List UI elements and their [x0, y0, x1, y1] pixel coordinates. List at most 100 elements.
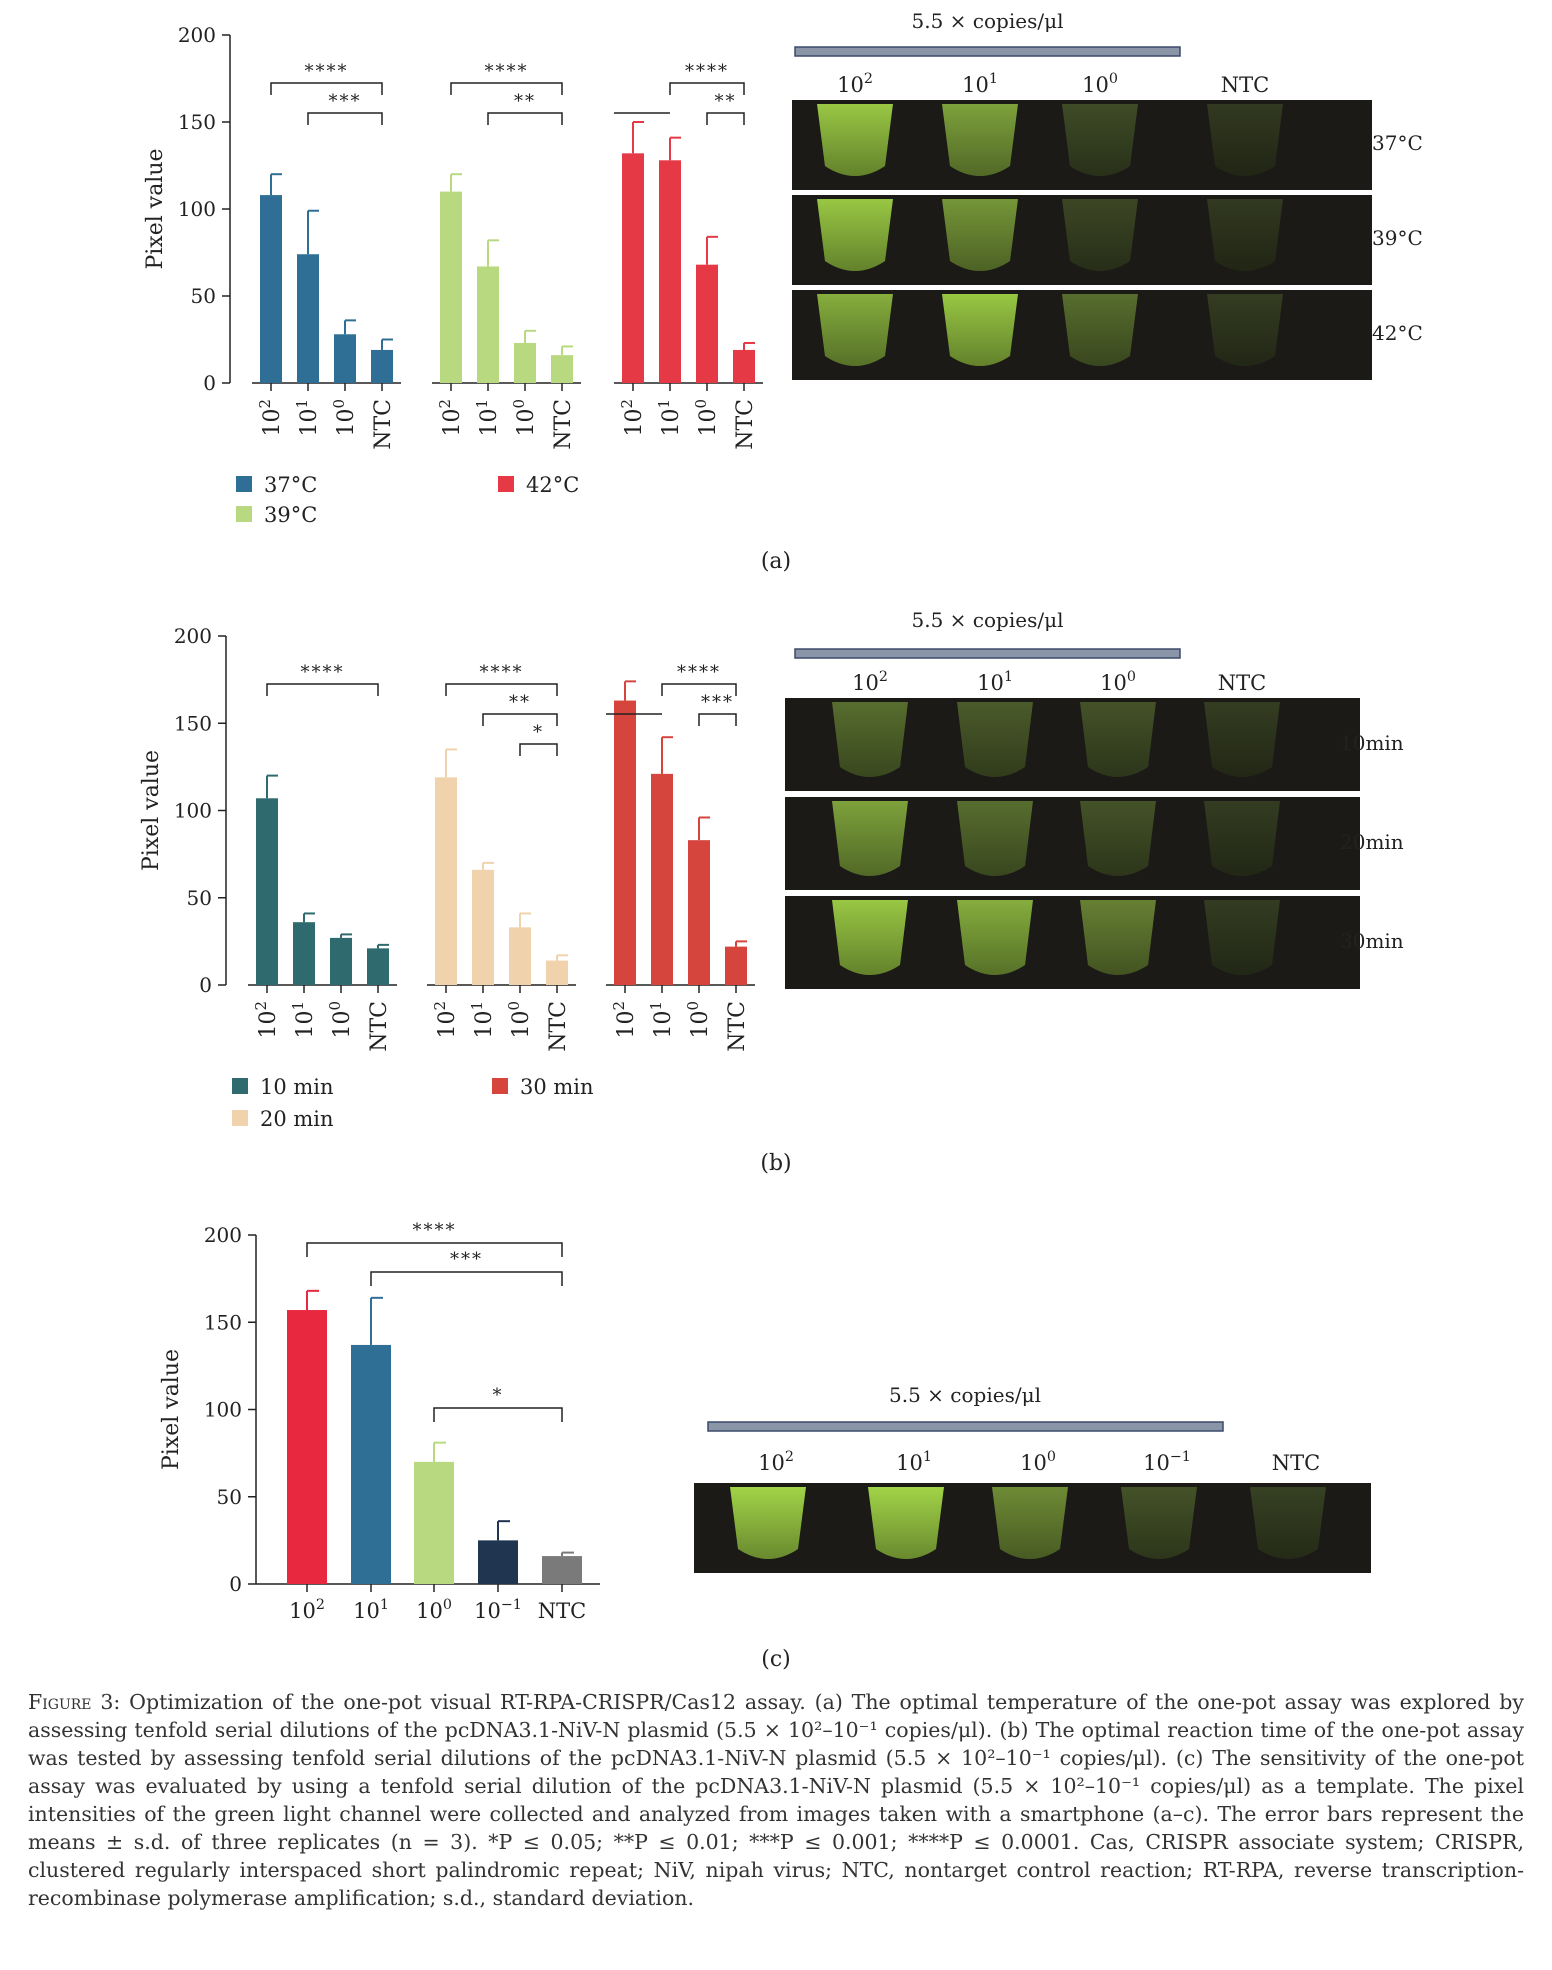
significance-bracket: **** — [266, 662, 379, 696]
significance-label: *** — [701, 692, 734, 713]
photo-row-label: 39°C — [1372, 226, 1423, 250]
significance-label: ** — [715, 91, 737, 112]
bar — [696, 264, 718, 383]
x-tick-label: 101 — [473, 399, 502, 437]
bracket-line — [445, 683, 558, 696]
bar — [478, 1540, 518, 1584]
tube-label-text: NTC — [1221, 73, 1269, 97]
x-tick-label-text: NTC — [367, 1001, 392, 1052]
tube-label: 102 — [758, 1449, 794, 1475]
tube-label: 10−1 — [1143, 1449, 1191, 1475]
legend-label: 20 min — [260, 1107, 334, 1131]
caption-text: Optimization of the one-pot visual RT-RP… — [28, 1690, 1524, 1910]
x-tick-label: 100 — [684, 1001, 713, 1039]
bar — [260, 195, 282, 383]
tube-shade — [730, 1487, 806, 1559]
tube-shade — [1062, 104, 1138, 176]
legend-swatch — [236, 476, 252, 492]
bracket-line — [270, 82, 383, 95]
photo-range-bar — [794, 46, 1181, 57]
tube-shade — [832, 900, 908, 975]
tube-shade — [1062, 294, 1138, 366]
tube-shade — [868, 1487, 944, 1559]
x-tick-label-text: NTC — [725, 1001, 750, 1052]
bar — [725, 946, 747, 985]
x-tick-label: NTC — [546, 1001, 571, 1052]
significance-bracket: **** — [306, 1220, 563, 1257]
x-tick-label: NTC — [733, 399, 758, 450]
tube-shade — [817, 294, 893, 366]
bar — [472, 869, 494, 985]
significance-label: *** — [329, 91, 362, 112]
x-tick-label: 102 — [431, 1001, 460, 1039]
significance-bracket: ** — [482, 692, 558, 726]
y-tick-label: 150 — [174, 711, 212, 735]
x-tick-label-text: 100 — [692, 399, 721, 437]
x-tick-label-text: NTC — [546, 1001, 571, 1052]
tube-shade — [832, 801, 908, 876]
x-tick-label-text: 101 — [655, 399, 684, 437]
bar — [688, 840, 710, 985]
y-axis-label: Pixel value — [159, 1349, 184, 1470]
x-tick-label-text: 100 — [505, 1001, 534, 1039]
tube-shade — [817, 104, 893, 176]
significance-label: **** — [305, 61, 349, 82]
tube-shade — [1204, 702, 1280, 777]
y-tick-label: 0 — [199, 973, 212, 997]
significance-bracket: **** — [450, 61, 563, 95]
tube-shade — [992, 1487, 1068, 1559]
tube-shade — [832, 702, 908, 777]
legend-swatch — [498, 476, 514, 492]
tube-label-text: 101 — [896, 1449, 932, 1475]
x-tick-label: 101 — [289, 1001, 318, 1039]
bar — [297, 254, 319, 383]
panel-label: (a) — [761, 549, 791, 574]
x-tick-label: NTC — [551, 399, 576, 450]
tube-photo: 5.5 × copies/μl 102 101 100 NTC 37°C 39°C 42°C — [792, 9, 1423, 380]
tube-shade — [1080, 900, 1156, 975]
tube-shade — [1207, 104, 1283, 176]
x-tick-label: 102 — [436, 399, 465, 437]
significance-label: **** — [685, 61, 729, 82]
tube-shade — [1204, 801, 1280, 876]
legend-swatch — [492, 1078, 508, 1094]
bar — [334, 334, 356, 383]
bar — [514, 342, 536, 383]
legend-label: 39°C — [264, 503, 317, 527]
significance-label: * — [533, 722, 544, 743]
bracket-line — [669, 82, 745, 95]
bracket-line — [482, 713, 558, 726]
photo-range-bar — [707, 1421, 1224, 1432]
bar — [371, 349, 393, 383]
x-tick-label-text: 101 — [293, 399, 322, 437]
legend: 10 min 20 min 30 min — [232, 1075, 594, 1131]
photo-title: 5.5 × copies/μl — [912, 608, 1064, 632]
x-tick-label: 100 — [692, 399, 721, 437]
bracket-line — [450, 82, 563, 95]
tube-label-text: 100 — [1100, 669, 1136, 695]
tube-shade — [942, 294, 1018, 366]
tube-shade — [1121, 1487, 1197, 1559]
x-tick-label-text: 102 — [618, 399, 647, 437]
figure-caption: Figure 3: Optimization of the one-pot vi… — [28, 1688, 1524, 1912]
x-tick-label: 10−1 — [474, 1597, 522, 1623]
bracket-line — [698, 713, 737, 726]
y-tick-label: 100 — [178, 197, 216, 221]
significance-label: **** — [301, 662, 345, 683]
tube-label-text: 100 — [1020, 1449, 1056, 1475]
tube-label-text: NTC — [1218, 671, 1266, 695]
x-tick-label: NTC — [725, 1001, 750, 1052]
x-tick-label: NTC — [367, 1001, 392, 1052]
tube-label: NTC — [1218, 671, 1266, 695]
x-tick-label: 102 — [610, 1001, 639, 1039]
x-tick-label-text: 102 — [610, 1001, 639, 1039]
x-tick-label: 100 — [510, 399, 539, 437]
x-tick-label-text: NTC — [551, 399, 576, 450]
y-tick-label: 200 — [178, 23, 216, 47]
y-tick-label: 100 — [174, 799, 212, 823]
photo-row: 20min — [785, 797, 1404, 890]
bar — [614, 700, 636, 985]
